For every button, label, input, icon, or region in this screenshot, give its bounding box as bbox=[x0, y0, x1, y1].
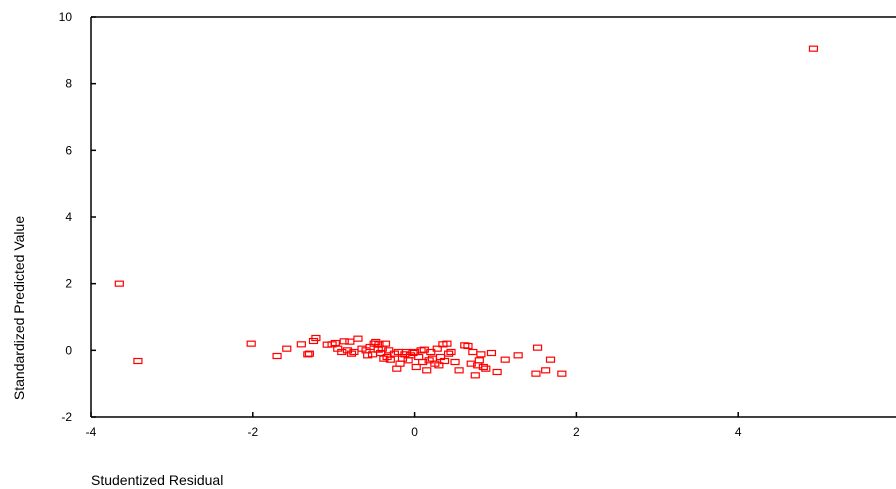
data-point bbox=[397, 355, 408, 362]
data-point bbox=[450, 358, 460, 366]
data-point bbox=[353, 335, 363, 342]
y-tick-label: 8 bbox=[65, 77, 72, 91]
data-point bbox=[442, 340, 452, 347]
data-point bbox=[426, 348, 436, 356]
data-point bbox=[454, 367, 464, 374]
data-point bbox=[385, 356, 395, 363]
data-point bbox=[380, 340, 391, 347]
data-points bbox=[114, 45, 819, 379]
data-point bbox=[303, 351, 313, 358]
data-point bbox=[531, 370, 541, 377]
y-tick-label: 0 bbox=[65, 343, 72, 357]
y-tick-label: 4 bbox=[65, 210, 72, 224]
data-point bbox=[246, 340, 256, 347]
data-point bbox=[474, 357, 484, 364]
data-point bbox=[369, 340, 379, 347]
y-axis-title: Standardized Predicted Value bbox=[11, 216, 27, 400]
data-point bbox=[541, 367, 551, 374]
data-point bbox=[481, 365, 491, 372]
data-point bbox=[460, 342, 470, 349]
data-point bbox=[500, 356, 510, 363]
data-point bbox=[424, 357, 434, 364]
data-point bbox=[346, 350, 357, 357]
data-point bbox=[133, 357, 143, 365]
data-point bbox=[304, 350, 315, 357]
data-point bbox=[446, 348, 456, 356]
data-point bbox=[349, 348, 359, 356]
data-point bbox=[311, 334, 321, 342]
x-tick-label: 4 bbox=[735, 425, 742, 439]
y-tick-label: 2 bbox=[65, 277, 72, 291]
data-point bbox=[439, 357, 450, 365]
data-point bbox=[478, 363, 488, 371]
data-point bbox=[392, 365, 402, 372]
data-point bbox=[443, 350, 454, 357]
data-point bbox=[403, 357, 413, 364]
data-point bbox=[532, 344, 543, 351]
data-point bbox=[416, 347, 426, 354]
data-point bbox=[384, 347, 394, 354]
data-point bbox=[339, 338, 349, 345]
data-point bbox=[296, 341, 306, 348]
data-point bbox=[337, 348, 347, 356]
data-point bbox=[513, 352, 523, 359]
data-point bbox=[114, 280, 124, 287]
data-point bbox=[463, 342, 473, 350]
data-point bbox=[466, 360, 476, 367]
data-point bbox=[476, 351, 486, 358]
y-tick-label: 6 bbox=[65, 143, 72, 157]
axes bbox=[90, 16, 896, 418]
y-tick-label: -2 bbox=[61, 410, 72, 424]
data-point bbox=[418, 358, 428, 366]
data-point bbox=[470, 372, 480, 379]
x-tick-label: 0 bbox=[411, 425, 418, 439]
data-point bbox=[272, 352, 282, 360]
data-point bbox=[468, 348, 478, 356]
data-point bbox=[434, 362, 444, 369]
data-point bbox=[282, 345, 292, 352]
data-point bbox=[808, 45, 819, 52]
data-point bbox=[545, 356, 556, 363]
data-point bbox=[486, 349, 497, 357]
data-point bbox=[327, 341, 337, 348]
data-point bbox=[492, 368, 502, 376]
data-point bbox=[363, 352, 373, 359]
data-point bbox=[374, 341, 384, 348]
x-tick-label: -4 bbox=[86, 425, 97, 439]
data-point bbox=[330, 339, 340, 347]
y-tick-label: 10 bbox=[59, 10, 73, 24]
data-point bbox=[422, 367, 432, 374]
x-tick-label: -2 bbox=[247, 425, 258, 439]
data-point bbox=[379, 355, 389, 362]
x-tick-label: 2 bbox=[573, 425, 580, 439]
data-point bbox=[411, 363, 421, 371]
x-axis-title: Studentized Residual bbox=[91, 472, 223, 488]
data-point bbox=[395, 360, 405, 367]
data-point bbox=[427, 355, 437, 362]
data-point bbox=[432, 345, 442, 352]
data-point bbox=[557, 370, 567, 377]
